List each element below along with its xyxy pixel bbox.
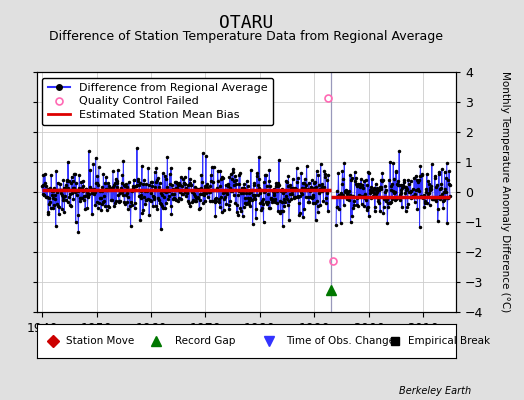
Text: Empirical Break: Empirical Break <box>408 336 490 346</box>
Text: Time of Obs. Change: Time of Obs. Change <box>286 336 395 346</box>
Text: OTARU: OTARU <box>219 14 274 32</box>
Legend: Difference from Regional Average, Quality Control Failed, Estimated Station Mean: Difference from Regional Average, Qualit… <box>42 78 273 125</box>
Text: Difference of Station Temperature Data from Regional Average: Difference of Station Temperature Data f… <box>49 30 443 43</box>
Y-axis label: Monthly Temperature Anomaly Difference (°C): Monthly Temperature Anomaly Difference (… <box>500 71 510 313</box>
Text: Record Gap: Record Gap <box>175 336 235 346</box>
Text: Station Move: Station Move <box>66 336 134 346</box>
Text: Berkeley Earth: Berkeley Earth <box>399 386 472 396</box>
